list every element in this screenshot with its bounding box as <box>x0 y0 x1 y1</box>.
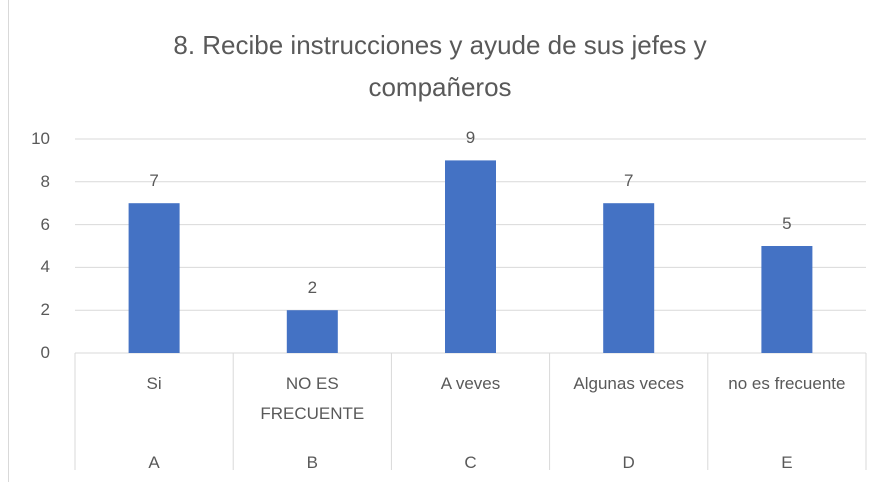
x-group-label: C <box>464 453 477 472</box>
x-group-label: D <box>622 453 635 472</box>
bar <box>445 160 496 353</box>
data-label: 7 <box>623 171 634 191</box>
x-group-label: A <box>148 453 160 472</box>
chart-title: 8. Recibe instrucciones y ayude de sus j… <box>173 30 707 102</box>
bar <box>603 203 655 353</box>
x-tick-label: no es frecuente <box>728 374 846 393</box>
data-label: 5 <box>782 214 792 233</box>
chart-border <box>8 0 9 482</box>
y-tick-label: 6 <box>40 214 50 234</box>
x-group-label: B <box>306 453 318 472</box>
y-tick-label: 0 <box>40 343 50 362</box>
x-group-label: E <box>781 453 793 472</box>
data-label: 2 <box>307 278 318 298</box>
y-tick-label: 8 <box>40 171 50 191</box>
bar <box>761 246 813 353</box>
x-tick-label: Si <box>146 374 162 393</box>
bar <box>128 203 180 353</box>
y-tick-label: 10 <box>31 129 50 148</box>
data-label: 9 <box>465 128 476 148</box>
data-label: 7 <box>149 171 159 191</box>
x-tick-label: Algunas veces <box>573 374 684 393</box>
bar <box>286 310 338 353</box>
x-tick-label: A veves <box>440 374 501 393</box>
y-tick-label: 4 <box>40 257 50 277</box>
y-tick-label: 2 <box>40 300 50 320</box>
x-tick-label: NO ES FRECUENTE <box>260 374 365 423</box>
